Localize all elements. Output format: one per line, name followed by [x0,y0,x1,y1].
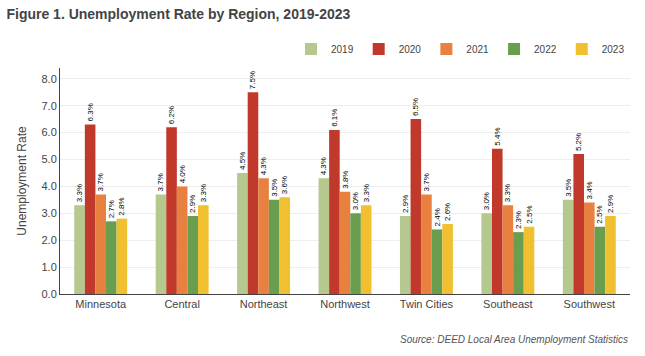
svg-text:5.0: 5.0 [42,153,57,165]
svg-text:Southwest: Southwest [564,298,615,310]
svg-text:2019: 2019 [331,44,354,55]
svg-text:0.0: 0.0 [42,288,57,300]
svg-text:3.7%: 3.7% [156,173,165,191]
svg-text:Minnesota: Minnesota [75,298,127,310]
svg-text:3.5%: 3.5% [564,179,573,197]
svg-text:5.2%: 5.2% [574,133,583,151]
svg-text:6.3%: 6.3% [86,103,95,121]
svg-text:Central: Central [164,298,199,310]
svg-text:3.3%: 3.3% [199,184,208,202]
svg-text:Source: DEED Local Area Unempl: Source: DEED Local Area Unemployment Sta… [400,334,628,345]
svg-text:6.0: 6.0 [42,126,57,138]
svg-text:3.3%: 3.3% [75,184,84,202]
svg-text:2022: 2022 [534,44,557,55]
svg-text:3.5%: 3.5% [270,179,279,197]
svg-text:6.2%: 6.2% [167,106,176,124]
svg-text:5.4%: 5.4% [493,127,502,145]
svg-text:Northeast: Northeast [240,298,288,310]
svg-text:4.0%: 4.0% [178,165,187,183]
svg-text:4.3%: 4.3% [319,157,328,175]
svg-text:Twin Cities: Twin Cities [400,298,454,310]
svg-text:2.7%: 2.7% [107,200,116,218]
svg-text:3.7%: 3.7% [96,173,105,191]
svg-text:4.3%: 4.3% [259,157,268,175]
svg-text:6.5%: 6.5% [411,98,420,116]
svg-text:7.0: 7.0 [42,100,57,112]
svg-text:3.0%: 3.0% [482,192,491,210]
svg-text:2.0: 2.0 [42,234,57,246]
svg-text:3.3%: 3.3% [362,184,371,202]
svg-text:Southeast: Southeast [483,298,533,310]
svg-text:3.4%: 3.4% [585,181,594,199]
svg-text:2.9%: 2.9% [188,195,197,213]
svg-text:3.7%: 3.7% [422,173,431,191]
svg-text:2.5%: 2.5% [595,206,604,224]
svg-text:1.0: 1.0 [42,261,57,273]
svg-text:2023: 2023 [602,44,625,55]
svg-text:Figure 1. Unemployment Rate by: Figure 1. Unemployment Rate by Region, 2… [6,6,350,22]
svg-text:3.0: 3.0 [42,207,57,219]
svg-text:8.0: 8.0 [42,73,57,85]
svg-text:2.6%: 2.6% [443,203,452,221]
svg-text:3.6%: 3.6% [280,176,289,194]
svg-text:2.4%: 2.4% [433,208,442,226]
svg-text:2.3%: 2.3% [514,211,523,229]
svg-text:2.8%: 2.8% [117,197,126,215]
svg-text:4.0: 4.0 [42,180,57,192]
svg-text:7.5%: 7.5% [248,71,257,89]
svg-text:Unemployment Rate: Unemployment Rate [15,126,29,236]
svg-text:2020: 2020 [399,44,422,55]
svg-text:Northwest: Northwest [320,298,370,310]
svg-text:3.8%: 3.8% [341,171,350,189]
svg-text:2021: 2021 [466,44,489,55]
svg-text:4.5%: 4.5% [238,152,247,170]
svg-text:2.9%: 2.9% [401,195,410,213]
svg-text:3.0%: 3.0% [351,192,360,210]
svg-text:6.1%: 6.1% [330,109,339,127]
svg-text:2.5%: 2.5% [525,206,534,224]
svg-text:2.9%: 2.9% [606,195,615,213]
svg-text:3.3%: 3.3% [503,184,512,202]
